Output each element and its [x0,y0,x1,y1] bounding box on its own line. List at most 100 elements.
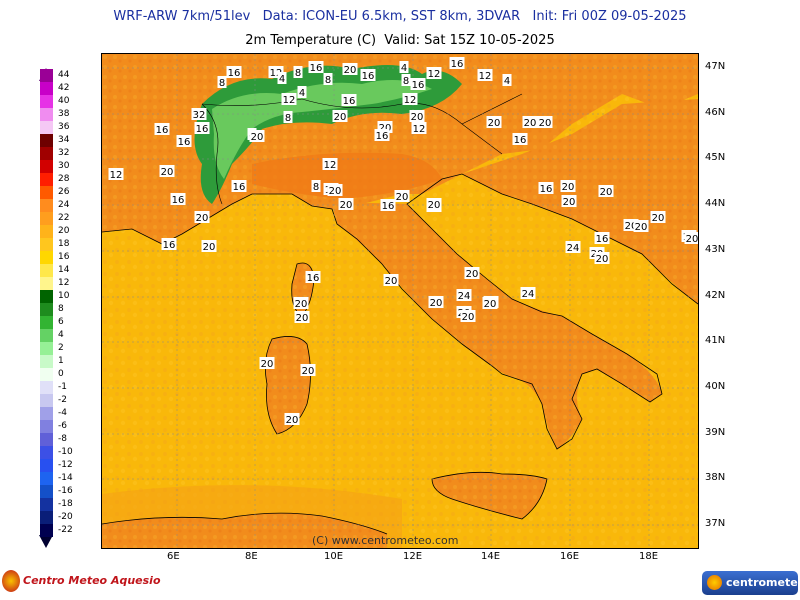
contour-label-bg [226,66,242,78]
contour-label-bg [360,69,376,81]
legend-label: 30 [58,161,70,171]
legend-label: 40 [58,96,70,106]
contour-label: 16 [310,63,323,74]
legend-swatch [40,264,53,277]
lon-tick-label: 12E [403,551,423,562]
contour-label-bg [538,182,554,194]
contour-label: 16 [156,125,169,136]
map-svg: 1248162016481216124161220128412832168164… [101,54,700,548]
legend-label: 34 [58,135,70,145]
contour-label: 20 [286,415,299,426]
contour-label: 8 [219,78,225,89]
contour-label: 20 [296,313,309,324]
legend-label: -10 [58,447,73,457]
contour-label-bg [305,271,321,283]
legend-label: -14 [58,473,73,483]
contour-label-bg [594,252,610,264]
contour-label-bg [684,232,700,244]
contour-label-bg [341,94,357,106]
contour-label-bg [297,86,307,98]
contour-label: 12 [428,69,441,80]
legend-swatch [40,160,53,173]
legend-label: 26 [58,187,70,197]
contour-label-bg [201,240,217,252]
sicily [432,472,547,519]
contour-label: 20 [295,299,308,310]
contour-label: 20 [334,112,347,123]
temperature-map: 1248162016481216124161220128412832168164… [101,53,700,549]
lat-tick-label: 41N [705,335,726,346]
contour-label: 20 [625,221,638,232]
contour-label: 16 [514,135,527,146]
legend-swatch [40,173,53,186]
contour-label: 16 [163,240,176,251]
contour-label-bg [650,211,666,223]
legend-label: 22 [58,213,70,223]
legend-label: -22 [58,525,73,535]
contour-label-bg [464,267,480,279]
contour-label: 12 [479,71,492,82]
contour-label: 16 [178,137,191,148]
lat-tick-label: 43N [705,244,726,255]
contour-label-bg [502,74,512,86]
legend-swatch [40,498,53,511]
legend-swatch [40,82,53,95]
legend-swatch [40,186,53,199]
contour-label: 8 [403,76,409,87]
contour-label-bg [154,123,170,135]
contour-label: 16 [451,59,464,70]
contour-label: 12 [324,160,337,171]
contour-label-bg [374,129,390,141]
legend-swatch [40,95,53,108]
legend-label: 16 [58,252,70,262]
contour-label-bg [231,180,247,192]
lat-tick-label: 42N [705,290,726,301]
legend-swatch [40,407,53,420]
contour-label-bg [159,165,175,177]
legend-label: 36 [58,122,70,132]
contour-label: 4 [299,88,305,99]
contour-label-bg [598,185,614,197]
lat-tick-label: 40N [705,381,726,392]
legend-label: -16 [58,486,73,496]
legend-swatch [40,199,53,212]
legend-label: -20 [58,512,73,522]
legend-label: 42 [58,83,70,93]
contour-label-bg [383,274,399,286]
contour-label-bg [322,158,338,170]
contour-label: 8 [313,182,319,193]
legend-swatch [40,472,53,485]
contour-label-bg [293,297,309,309]
contour-label: 20 [340,200,353,211]
legend-swatch [40,134,53,147]
contour-label-bg [399,61,409,73]
legend-swatch [40,485,53,498]
legend-label: 2 [58,343,64,353]
contour-label: 20 [251,132,264,143]
contour-label: 20 [161,167,174,178]
legend-label: -1 [58,382,67,392]
legend-swatch [40,524,53,537]
legend-swatch [40,121,53,134]
contour-label: 4 [279,74,285,85]
contour-label: 4 [504,76,510,87]
legend-swatch [40,329,53,342]
contour-label-bg [565,241,581,253]
lon-tick-label: 8E [245,551,258,562]
contour-label-bg [560,180,576,192]
legend-label: -18 [58,499,73,509]
legend-label: -2 [58,395,67,405]
contour-label-bg [411,122,427,134]
contour-label-bg [401,74,411,86]
legend-label: 18 [58,239,70,249]
lon-tick-label: 6E [167,551,180,562]
contour-label: 16 [382,201,395,212]
legend-swatch [40,420,53,433]
lat-tick-label: 37N [705,518,726,529]
lat-tick-label: 45N [705,152,726,163]
contour-label-bg [294,311,310,323]
contour-label-bg [281,93,297,105]
contour-label: 12 [413,124,426,135]
contour-label-bg [486,116,502,128]
legend-label: 0 [58,369,64,379]
